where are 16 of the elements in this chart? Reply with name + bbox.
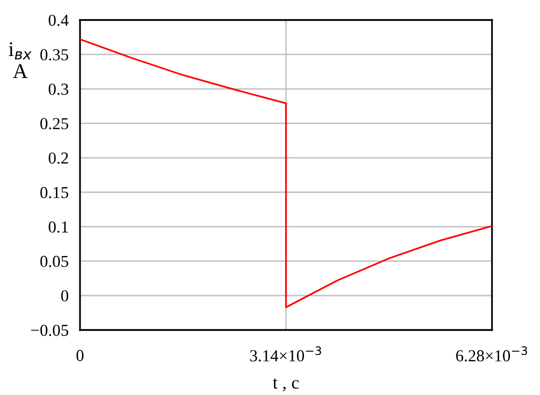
y-tick-label: 0 bbox=[61, 290, 68, 302]
y-tick-label: 0.15 bbox=[40, 186, 68, 198]
y-tick-label: 0.4 bbox=[48, 14, 69, 26]
x-tick-label: 3.14×10$^{−3}$ bbox=[250, 346, 322, 362]
x-tick-label: 0 bbox=[76, 350, 84, 362]
y-tick-label: 0.1 bbox=[48, 221, 68, 233]
y-tick-label: 0.3 bbox=[48, 84, 68, 95]
y-axis-title: i$_{вх}$ A bbox=[8, 42, 32, 78]
y-tick-label: 0.35 bbox=[40, 49, 68, 60]
line-series bbox=[80, 38, 492, 308]
x-tick-label: 6.28×10$^{−3}$ bbox=[456, 346, 528, 362]
y-tick-label: 0.25 bbox=[40, 118, 68, 130]
y-tick-label: −0.05 bbox=[31, 324, 68, 336]
y-tick-label: 0.2 bbox=[48, 152, 68, 164]
y-tick-label: 0.05 bbox=[40, 256, 68, 268]
x-axis-title: t , c bbox=[272, 378, 299, 392]
